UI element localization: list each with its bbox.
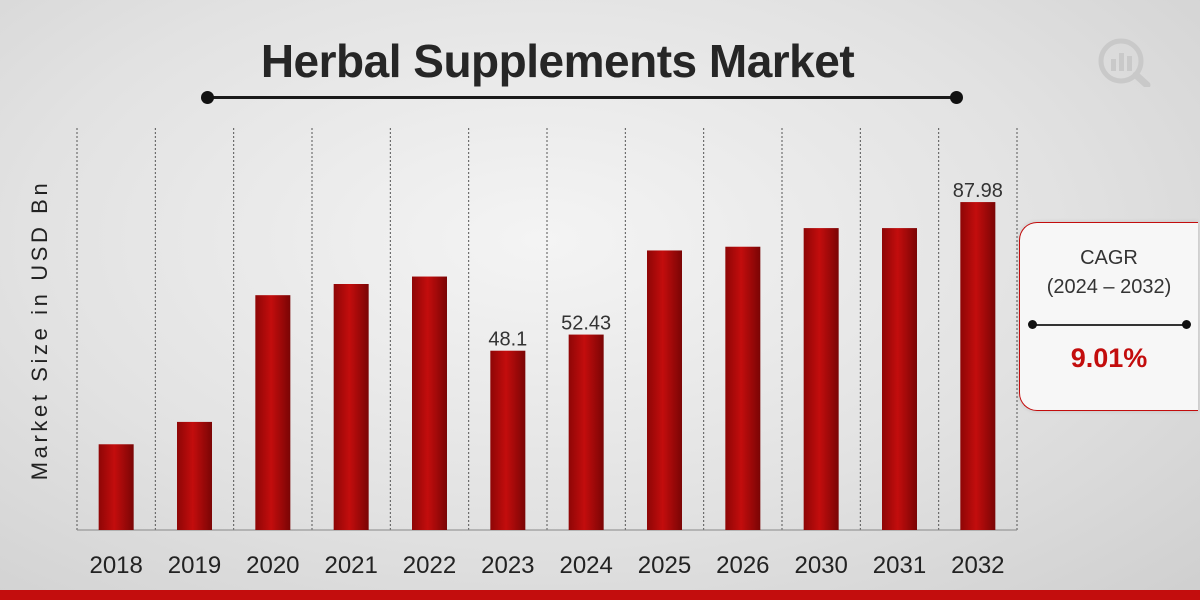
bar-2021 xyxy=(333,284,369,530)
cagr-divider-right-dot xyxy=(1182,320,1191,329)
x-tick-label: 2025 xyxy=(638,552,691,579)
cagr-card: CAGR (2024 – 2032) 9.01% xyxy=(1019,222,1198,411)
x-tick-label: 2032 xyxy=(951,552,1004,579)
x-tick-label: 2020 xyxy=(246,552,299,579)
title-underline xyxy=(207,96,957,99)
bar-2031 xyxy=(882,228,917,530)
chart-magnifier-logo-icon xyxy=(1098,38,1151,87)
bar-2026 xyxy=(725,246,761,530)
bar-2020 xyxy=(255,295,291,530)
bar-2024 xyxy=(568,334,604,530)
bar-2025 xyxy=(647,250,682,531)
x-tick-label: 2018 xyxy=(89,552,142,579)
x-tick-label: 2031 xyxy=(873,552,926,579)
bar-2018 xyxy=(98,444,134,530)
chart-title: Herbal Supplements Market xyxy=(260,35,855,87)
cagr-value: 9.01% xyxy=(1070,343,1148,373)
x-tick-label: 2022 xyxy=(403,552,456,579)
bar-2030 xyxy=(803,228,839,530)
bar-2022 xyxy=(412,276,447,530)
data-label-2024: 52.43 xyxy=(561,313,611,335)
cagr-period: (2024 – 2032) xyxy=(1046,276,1172,298)
data-label-2032: 87.98 xyxy=(953,180,1003,202)
x-tick-label: 2024 xyxy=(559,552,612,579)
x-tick-label: 2023 xyxy=(481,552,534,579)
title-underline-left-dot xyxy=(201,91,214,104)
x-tick-label: 2019 xyxy=(168,552,221,579)
x-tick-label: 2021 xyxy=(324,552,377,579)
x-tick-label: 2030 xyxy=(794,552,847,579)
data-label-2023: 48.1 xyxy=(488,329,527,351)
cagr-divider xyxy=(1032,324,1187,326)
bar-2019 xyxy=(177,421,212,530)
cagr-label: CAGR xyxy=(1080,247,1138,269)
bottom-accent-bar xyxy=(0,590,1200,600)
cagr-divider-left-dot xyxy=(1028,320,1037,329)
bar-2032 xyxy=(960,202,996,531)
x-tick-label: 2026 xyxy=(716,552,769,579)
bar-2023 xyxy=(490,350,526,530)
title-underline-right-dot xyxy=(950,91,963,104)
